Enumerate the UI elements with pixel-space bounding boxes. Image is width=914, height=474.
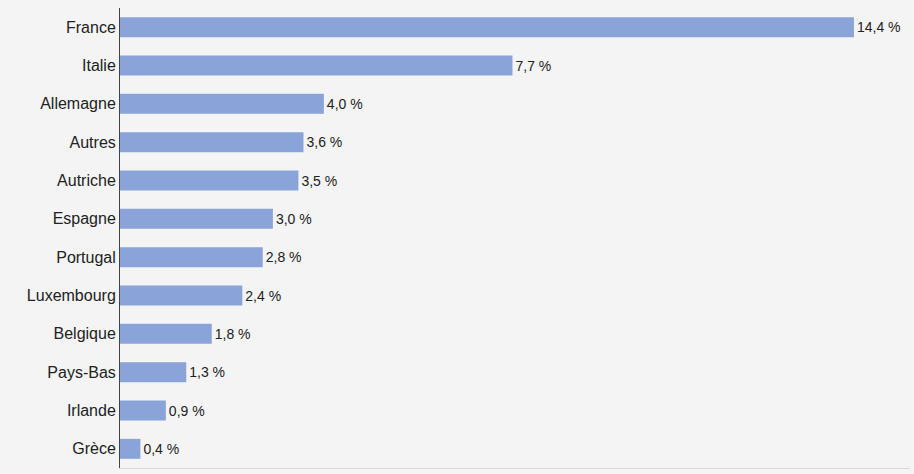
svg-text:7,7 %: 7,7 % (515, 58, 551, 74)
svg-text:0,9 %: 0,9 % (169, 403, 205, 419)
svg-text:Belgique: Belgique (54, 325, 116, 342)
svg-text:14,4 %: 14,4 % (857, 19, 901, 35)
svg-text:Irlande: Irlande (67, 402, 116, 419)
svg-text:Espagne: Espagne (53, 210, 116, 227)
svg-text:3,0 %: 3,0 % (276, 211, 312, 227)
svg-text:Luxembourg: Luxembourg (27, 287, 116, 304)
svg-text:3,5 %: 3,5 % (301, 173, 337, 189)
svg-text:Portugal: Portugal (56, 249, 116, 266)
svg-text:4,0 %: 4,0 % (327, 96, 363, 112)
svg-text:Autres: Autres (70, 134, 116, 151)
svg-text:Grèce: Grèce (72, 440, 116, 457)
svg-text:2,4 %: 2,4 % (245, 288, 281, 304)
svg-text:0,4 %: 0,4 % (143, 441, 179, 457)
svg-text:Allemagne: Allemagne (40, 95, 116, 112)
svg-text:1,3 %: 1,3 % (189, 364, 225, 380)
svg-text:3,6 %: 3,6 % (306, 134, 342, 150)
svg-text:Italie: Italie (82, 57, 116, 74)
svg-text:France: France (66, 19, 116, 36)
svg-text:Pays-Bas: Pays-Bas (47, 364, 115, 381)
svg-text:1,8 %: 1,8 % (215, 326, 251, 342)
svg-text:Autriche: Autriche (57, 172, 116, 189)
svg-text:2,8 %: 2,8 % (266, 249, 302, 265)
